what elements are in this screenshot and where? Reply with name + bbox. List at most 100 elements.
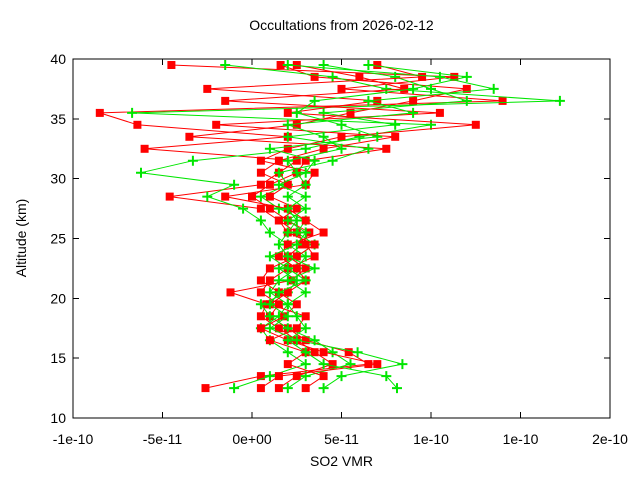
marker-plus-occultation-8 — [408, 83, 419, 94]
marker-square-occultation-6 — [337, 132, 346, 141]
x-tick-label: 2e-10 — [592, 431, 628, 447]
marker-plus-occultation-3 — [229, 179, 240, 190]
marker-plus-occultation-4 — [282, 131, 293, 142]
marker-square-occultation-5 — [265, 264, 274, 273]
marker-plus-occultation-4 — [255, 299, 266, 310]
y-tick-label: 15 — [50, 350, 66, 366]
marker-plus-occultation-8 — [282, 251, 293, 262]
marker-plus-occultation-7 — [264, 299, 275, 310]
marker-plus-occultation-7 — [397, 359, 408, 370]
marker-plus-occultation-8 — [372, 131, 383, 142]
marker-plus-occultation-3 — [127, 107, 138, 118]
marker-square-occultation-1 — [450, 72, 459, 81]
marker-plus-occultation-8 — [300, 191, 311, 202]
marker-square-occultation-5 — [292, 204, 301, 213]
y-tick-label: 10 — [50, 410, 66, 426]
marker-square-occultation-6 — [319, 372, 328, 381]
marker-square-occultation-6 — [301, 216, 310, 225]
marker-plus-occultation-3 — [327, 71, 338, 82]
series-line-occultation-7 — [268, 64, 494, 389]
marker-plus-occultation-7 — [318, 383, 329, 394]
x-tick-label: 0e+00 — [232, 431, 272, 447]
marker-square-occultation-6 — [292, 324, 301, 333]
marker-plus-occultation-7 — [363, 95, 374, 106]
marker-plus-occultation-3 — [300, 143, 311, 154]
marker-square-occultation-5 — [274, 216, 283, 225]
marker-square-occultation-6 — [283, 240, 292, 249]
marker-square-occultation-6 — [310, 168, 319, 177]
marker-plus-occultation-3 — [282, 347, 293, 358]
marker-plus-occultation-8 — [309, 263, 320, 274]
marker-square-occultation-5 — [265, 192, 274, 201]
marker-square-occultation-5 — [256, 168, 265, 177]
marker-plus-occultation-8 — [264, 143, 275, 154]
series-line-occultation-4 — [259, 64, 467, 389]
series-line-occultation-8 — [269, 64, 467, 389]
marker-square-occultation-2 — [298, 240, 307, 249]
marker-square-occultation-1 — [301, 336, 310, 345]
marker-plus-occultation-4 — [327, 155, 338, 166]
marker-plus-occultation-8 — [291, 107, 302, 118]
marker-plus-occultation-8 — [291, 311, 302, 322]
marker-square-occultation-2 — [310, 348, 319, 357]
marker-square-occultation-5 — [292, 252, 301, 261]
marker-plus-occultation-7 — [336, 371, 347, 382]
marker-square-occultation-5 — [221, 96, 230, 105]
x-tick-label: 1e-10 — [413, 431, 449, 447]
marker-square-occultation-2 — [274, 384, 283, 393]
marker-plus-occultation-8 — [282, 203, 293, 214]
marker-plus-occultation-7 — [488, 83, 499, 94]
marker-square-occultation-6 — [256, 156, 265, 165]
marker-square-occultation-6 — [301, 312, 310, 321]
marker-square-occultation-6 — [319, 228, 328, 237]
y-tick-label: 20 — [50, 290, 66, 306]
marker-plus-occultation-4 — [282, 323, 293, 334]
marker-plus-occultation-7 — [300, 179, 311, 190]
chart-title: Occultations from 2026-02-12 — [249, 17, 434, 33]
marker-plus-occultation-4 — [461, 95, 472, 106]
marker-square-occultation-2 — [265, 180, 274, 189]
y-tick-label: 30 — [50, 171, 66, 187]
marker-plus-occultation-3 — [264, 227, 275, 238]
marker-plus-occultation-7 — [318, 131, 329, 142]
marker-square-occultation-5 — [355, 72, 364, 81]
y-tick-label: 25 — [50, 231, 66, 247]
marker-plus-occultation-3 — [264, 371, 275, 382]
marker-square-occultation-2 — [382, 144, 391, 153]
marker-square-occultation-2 — [292, 120, 301, 129]
marker-plus-occultation-3 — [187, 155, 198, 166]
marker-plus-occultation-4 — [255, 191, 266, 202]
marker-square-occultation-5 — [212, 120, 221, 129]
marker-square-occultation-2 — [328, 360, 337, 369]
marker-plus-occultation-8 — [309, 95, 320, 106]
series-line-occultation-3 — [132, 64, 560, 389]
marker-plus-occultation-8 — [282, 335, 293, 346]
marker-plus-occultation-8 — [309, 155, 320, 166]
marker-plus-occultation-3 — [300, 359, 311, 370]
marker-square-occultation-6 — [203, 84, 212, 93]
marker-square-occultation-6 — [283, 288, 292, 297]
marker-square-occultation-5 — [256, 384, 265, 393]
marker-square-occultation-6 — [373, 61, 382, 69]
marker-square-occultation-2 — [226, 288, 235, 297]
marker-plus-occultation-4 — [363, 143, 374, 154]
marker-plus-occultation-4 — [426, 83, 436, 94]
marker-plus-occultation-8 — [461, 71, 472, 82]
marker-plus-occultation-7 — [282, 60, 293, 70]
marker-plus-occultation-4 — [390, 119, 401, 130]
marker-plus-occultation-8 — [392, 383, 402, 394]
marker-square-occultation-6 — [418, 72, 427, 81]
x-tick-label: -5e-11 — [143, 431, 183, 447]
marker-plus-occultation-7 — [282, 311, 293, 322]
marker-square-occultation-2 — [185, 132, 194, 141]
marker-square-occultation-6 — [471, 120, 480, 129]
marker-square-occultation-5 — [274, 156, 283, 165]
x-tick-label: 1e-10 — [503, 431, 539, 447]
marker-square-occultation-5 — [292, 300, 301, 309]
marker-plus-occultation-3 — [136, 167, 146, 178]
marker-square-occultation-5 — [373, 360, 382, 369]
marker-square-occultation-2 — [276, 61, 285, 69]
marker-plus-occultation-7 — [282, 215, 293, 226]
